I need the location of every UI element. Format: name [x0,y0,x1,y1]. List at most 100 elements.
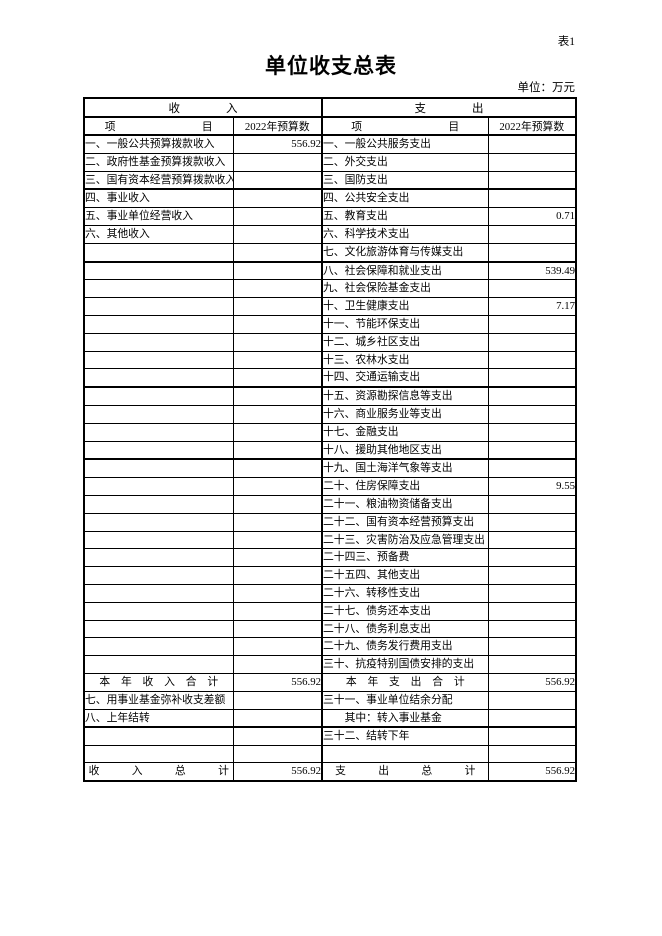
income-item-cell: 二、政府性基金预算拨款收入 [83,152,234,172]
expense-amount-cell [487,422,577,442]
expense-item-cell: 二十二、国有资本经营预算支出 [321,512,489,532]
table-row: 七、文化旅游体育与传媒支出 [83,242,577,263]
table-row: 四、事业收入 四、公共安全支出 [83,188,577,209]
income-amount-cell [232,404,323,424]
expense-amount-cell [487,350,577,370]
table-number-label: 表1 [557,36,575,48]
income-amount-cell [232,548,323,568]
table-row [83,745,577,763]
table-row: 十二、城乡社区支出 [83,332,577,352]
expense-amount-cell [487,242,577,263]
expense-amount-cell [487,726,577,747]
expense-amount-cell [487,170,577,191]
expense-item-cell: 二十、住房保障支出 [321,477,489,496]
expense-group-header: 支 出 [321,97,577,118]
income-amount-cell [232,566,323,585]
income-amount-cell [232,619,323,639]
expense-amount-cell [487,708,577,729]
expense-item-cell: 十四、交通运输支出 [321,368,489,389]
income-item-cell [83,422,234,442]
expense-amount-cell [487,368,577,389]
table-row: 十五、资源勘探信息等支出 [83,386,577,406]
income-item-cell [83,368,234,389]
expense-item-cell: 十九、国土海洋气象等支出 [321,458,489,479]
table-row: 十四、交通运输支出 [83,368,577,389]
table-row: 十七、金融支出 [83,422,577,442]
expense-amount-cell [487,601,577,621]
expense-amount-cell [487,404,577,424]
income-item-cell [83,477,234,496]
expense-amount-cell [487,386,577,406]
income-item-cell [83,655,234,674]
income-item-cell [83,566,234,585]
expense-amount-cell [487,566,577,585]
table-row: 十六、商业服务业等支出 [83,404,577,424]
table-row: 十八、援助其他地区支出 [83,440,577,461]
income-amount-cell [232,655,323,674]
table-row: 三十二、结转下年 [83,726,577,747]
income-item-cell: 四、事业收入 [83,188,234,209]
table-row: 二十三、灾害防治及应急管理支出 [83,530,577,550]
expense-item-cell: 九、社会保险基金支出 [321,279,489,299]
income-item-header: 项 目 [83,116,234,136]
table-row: 二十二、国有资本经营预算支出 [83,512,577,532]
income-amount-cell [232,350,323,370]
income-amount-cell [232,708,323,729]
income-amount-cell [232,188,323,209]
expense-item-cell: 三十二、结转下年 [321,726,489,747]
income-amount-cell [232,477,323,496]
income-item-cell: 一、一般公共预算拨款收入 [83,134,234,154]
expense-amount-cell: 0.71 [487,207,577,226]
expense-amount-cell [487,440,577,461]
unit-label: 单位：万元 [517,82,576,94]
expense-item-cell [321,745,489,763]
expense-amount-cell [487,530,577,550]
income-amount-header: 2022年预算数 [232,116,323,136]
expense-item-cell: 十三、农林水支出 [321,350,489,370]
expense-item-cell: 四、公共安全支出 [321,188,489,209]
income-item-cell [83,494,234,514]
expense-item-cell: 三十、抗疫特别国债安排的支出 [321,655,489,674]
income-item-cell: 本 年 收 入 合 计 [83,672,234,692]
table-row: 十三、农林水支出 [83,350,577,370]
income-amount-cell [232,494,323,514]
income-item-cell [83,386,234,406]
expense-amount-cell [487,314,577,334]
expense-item-cell: 二十六、转移性支出 [321,583,489,603]
expense-item-cell: 二十四三、预备费 [321,548,489,568]
table-row: 九、社会保险基金支出 [83,279,577,299]
table-row: 二十、住房保障支出 9.55 [83,477,577,496]
income-amount-cell [232,261,323,281]
expense-amount-header: 2022年预算数 [487,116,577,136]
income-amount-cell [232,242,323,263]
expense-item-cell: 一、一般公共服务支出 [321,134,489,154]
expense-item-cell: 五、教育支出 [321,207,489,226]
expense-item-cell: 八、社会保障和就业支出 [321,261,489,281]
income-amount-cell [232,637,323,657]
expense-amount-cell [487,745,577,763]
expense-amount-cell [487,512,577,532]
table-row: 八、社会保障和就业支出 539.49 [83,261,577,281]
expense-amount-cell: 9.55 [487,477,577,496]
expense-item-cell: 十六、商业服务业等支出 [321,404,489,424]
expense-amount-cell [487,224,577,244]
table-row: 一、一般公共预算拨款收入 556.92 一、一般公共服务支出 [83,134,577,154]
expense-item-cell: 三、国防支出 [321,170,489,191]
income-amount-cell [232,386,323,406]
expense-item-cell: 二十五四、其他支出 [321,566,489,585]
expense-item-cell: 二十七、债务还本支出 [321,601,489,621]
income-item-cell [83,601,234,621]
income-amount-cell [232,279,323,299]
income-amount-cell [232,745,323,763]
income-item-cell [83,548,234,568]
expense-amount-cell [487,134,577,154]
expense-item-cell: 二十三、灾害防治及应急管理支出 [321,530,489,550]
income-item-cell [83,440,234,461]
income-item-cell: 三、国有资本经营预算拨款收入 [83,170,234,191]
expense-amount-cell [487,279,577,299]
income-amount-cell [232,690,323,710]
table-row: 三、国有资本经营预算拨款收入 三、国防支出 [83,170,577,191]
income-amount-cell [232,332,323,352]
income-item-cell [83,314,234,334]
